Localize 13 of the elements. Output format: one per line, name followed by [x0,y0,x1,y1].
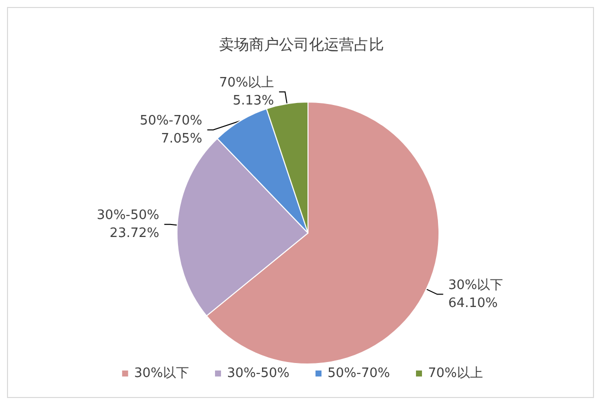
legend-label: 50%-70% [328,366,390,381]
chart-title: 卖场商户公司化运营占比 [219,36,384,54]
data-label: 7.05% [160,131,202,146]
slice-label: 30%以下 [448,278,504,293]
data-label: 23.72% [110,226,160,241]
legend-label: 30%以下 [134,366,190,381]
data-label: 5.13% [232,93,274,108]
slice-label: 70%以上 [219,75,274,90]
data-label: 64.10% [448,296,498,311]
legend-label: 70%以上 [428,366,483,381]
slice-label: 30%-50% [96,208,160,223]
legend-label: 30%-50% [227,366,290,381]
slice-label: 50%-70% [140,113,202,128]
